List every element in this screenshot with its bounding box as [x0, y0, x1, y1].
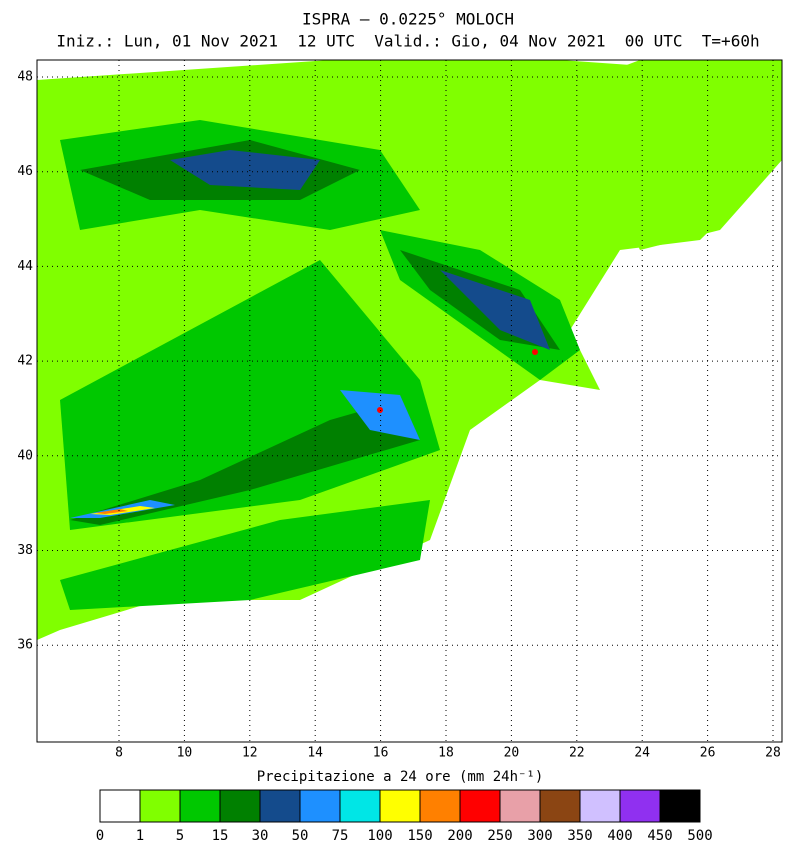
lat-label: 38 [17, 543, 33, 558]
lon-label: 22 [569, 746, 585, 761]
lon-label: 20 [504, 746, 520, 761]
colorbar-tick-label: 450 [647, 828, 672, 844]
colorbar-tick-label: 300 [527, 828, 552, 844]
colorbar-swatch [139, 789, 181, 823]
colorbar-swatch [579, 789, 621, 823]
colorbar-swatch [499, 789, 541, 823]
colorbar-swatch [179, 789, 221, 823]
colorbar-tick-label: 250 [487, 828, 512, 844]
colorbar-tick-label: 200 [447, 828, 472, 844]
colorbar-tick-label: 50 [292, 828, 309, 844]
colorbar-swatch [419, 789, 461, 823]
lon-label: 10 [177, 746, 193, 761]
colorbar-tick-label: 400 [607, 828, 632, 844]
colorbar-swatch [619, 789, 661, 823]
lat-label: 48 [17, 70, 33, 85]
map-frame [36, 59, 783, 743]
colorbar-tick-label: 100 [367, 828, 392, 844]
colorbar-tick-label: 75 [332, 828, 349, 844]
lon-label: 18 [438, 746, 454, 761]
subtitle: Iniz.: Lun, 01 Nov 2021 12 UTC Valid.: G… [56, 32, 759, 51]
colorbar-swatch [459, 789, 501, 823]
lon-label: 14 [307, 746, 323, 761]
colorbar-swatch [299, 789, 341, 823]
lat-label: 42 [17, 354, 33, 369]
precip-field [37, 60, 782, 640]
colorbar-swatch [259, 789, 301, 823]
colorbar-tick-label: 350 [567, 828, 592, 844]
lat-label: 36 [17, 638, 33, 653]
colorbar-swatch [99, 789, 141, 823]
lon-label: 26 [700, 746, 716, 761]
lon-label: 12 [242, 746, 258, 761]
lon-label: 24 [634, 746, 650, 761]
colorbar-tick-label: 5 [176, 828, 184, 844]
graticule: 48 46 44 42 40 38 36 8 10 12 14 16 18 20 22 24 26 28 [17, 60, 782, 761]
colorbar-swatch [379, 789, 421, 823]
colorbar: 0 1 5 15 30 50 75 100 150 200 250 300 350 400 450 500 [96, 789, 713, 844]
colorbar-swatch [339, 789, 381, 823]
lon-label: 8 [115, 746, 123, 761]
colorbar-swatch [659, 789, 701, 823]
title: ISPRA – 0.0225° MOLOCH [302, 10, 514, 29]
lon-label: 28 [765, 746, 781, 761]
colorbar-tick-label: 30 [252, 828, 269, 844]
colorbar-tick-label: 1 [136, 828, 144, 844]
colorbar-swatch [539, 789, 581, 823]
lat-label: 40 [17, 448, 33, 463]
colorbar-tick-label: 0 [96, 828, 104, 844]
colorbar-label: Precipitazione a 24 ore (mm 24h⁻¹) [257, 769, 544, 785]
lat-label: 46 [17, 164, 33, 179]
lon-label: 16 [373, 746, 389, 761]
colorbar-tick-label: 15 [212, 828, 229, 844]
colorbar-tick-label: 150 [407, 828, 432, 844]
lat-label: 44 [17, 259, 33, 274]
colorbar-tick-label: 500 [687, 828, 712, 844]
colorbar-swatch [219, 789, 261, 823]
